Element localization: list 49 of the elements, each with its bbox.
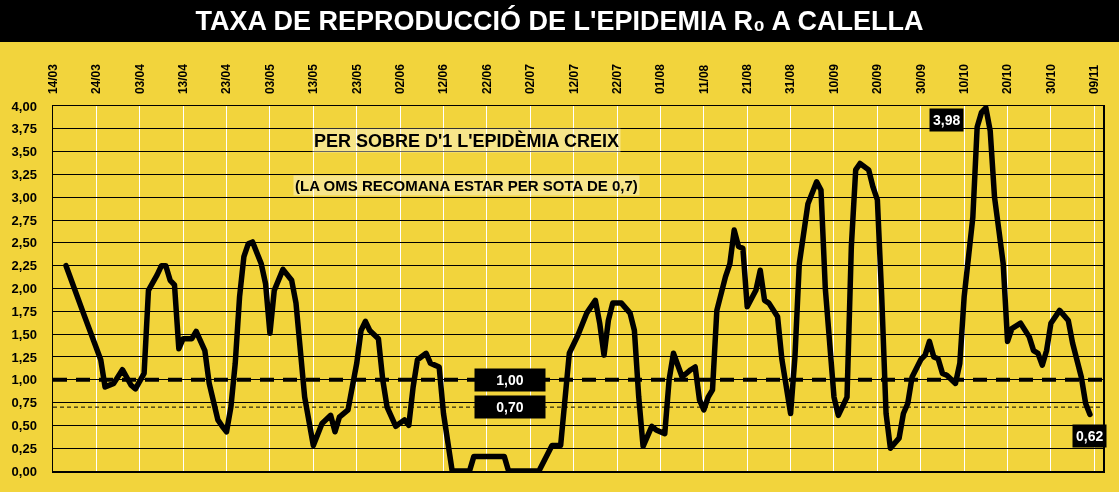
y-tick-label: 1,50 [11,326,37,342]
x-tick-label: 30/09 [913,63,928,95]
y-tick-label: 1,25 [11,349,37,365]
x-tick-label: 22/07 [609,63,624,95]
y-tick-label: 3,75 [11,121,37,137]
x-tick-label: 11/08 [696,64,711,95]
x-tick-label: 20/09 [870,63,885,95]
x-tick-label: 20/10 [1000,63,1015,95]
ref-line-label: 1,00 [496,372,524,388]
x-tick-label: 01/08 [653,63,668,95]
annotation: (LA OMS RECOMANA ESTAR PER SOTA DE 0,7) [295,177,638,194]
y-tick-label: 0,25 [11,440,37,456]
y-tick-label: 3,25 [11,166,37,182]
y-tick-label: 2,00 [11,281,37,297]
x-tick-label: 13/04 [176,63,191,95]
data-label: 3,98 [933,112,961,128]
y-tick-label: 3,50 [11,144,37,160]
y-tick-label: 1,75 [11,303,37,319]
x-tick-label: 03/05 [262,63,277,95]
x-tick-label: 02/06 [393,63,408,95]
x-tick-label: 12/06 [436,63,451,95]
x-tick-label: 09/11 [1087,64,1102,95]
x-tick-label: 22/06 [479,63,494,95]
ref-line-label: 0,70 [496,399,524,415]
x-tick-label: 02/07 [523,63,538,95]
y-tick-label: 2,50 [11,235,37,251]
x-tick-label: 31/08 [783,63,798,95]
x-tick-label: 13/05 [306,63,321,95]
y-tick-label: 1,00 [11,372,37,388]
y-tick-label: 4,00 [11,98,37,114]
x-tick-label: 23/04 [219,63,234,95]
y-tick-label: 0,00 [11,463,37,479]
x-tick-label: 30/10 [1043,63,1058,95]
y-tick-label: 0,50 [11,417,37,433]
annotation: PER SOBRE D'1 L'EPIDÈMIA CREIX [314,130,619,151]
x-tick-label: 24/03 [89,63,104,95]
y-tick-label: 3,00 [11,189,37,205]
data-label: 0,62 [1076,428,1104,444]
y-tick-label: 0,75 [11,395,37,411]
y-tick-label: 2,25 [11,258,37,274]
x-tick-label: 21/08 [740,63,755,95]
y-tick-label: 2,75 [11,212,37,228]
x-tick-label: 10/09 [826,63,841,95]
x-tick-label: 23/05 [349,63,364,95]
x-tick-label: 12/07 [566,63,581,95]
x-tick-label: 14/03 [45,63,60,95]
x-tick-label: 10/10 [957,63,972,95]
chart-title: TAXA DE REPRODUCCIÓ DE L'EPIDEMIA R₀ A CALELLA [0,0,1119,42]
x-tick-label: 03/04 [132,63,147,95]
